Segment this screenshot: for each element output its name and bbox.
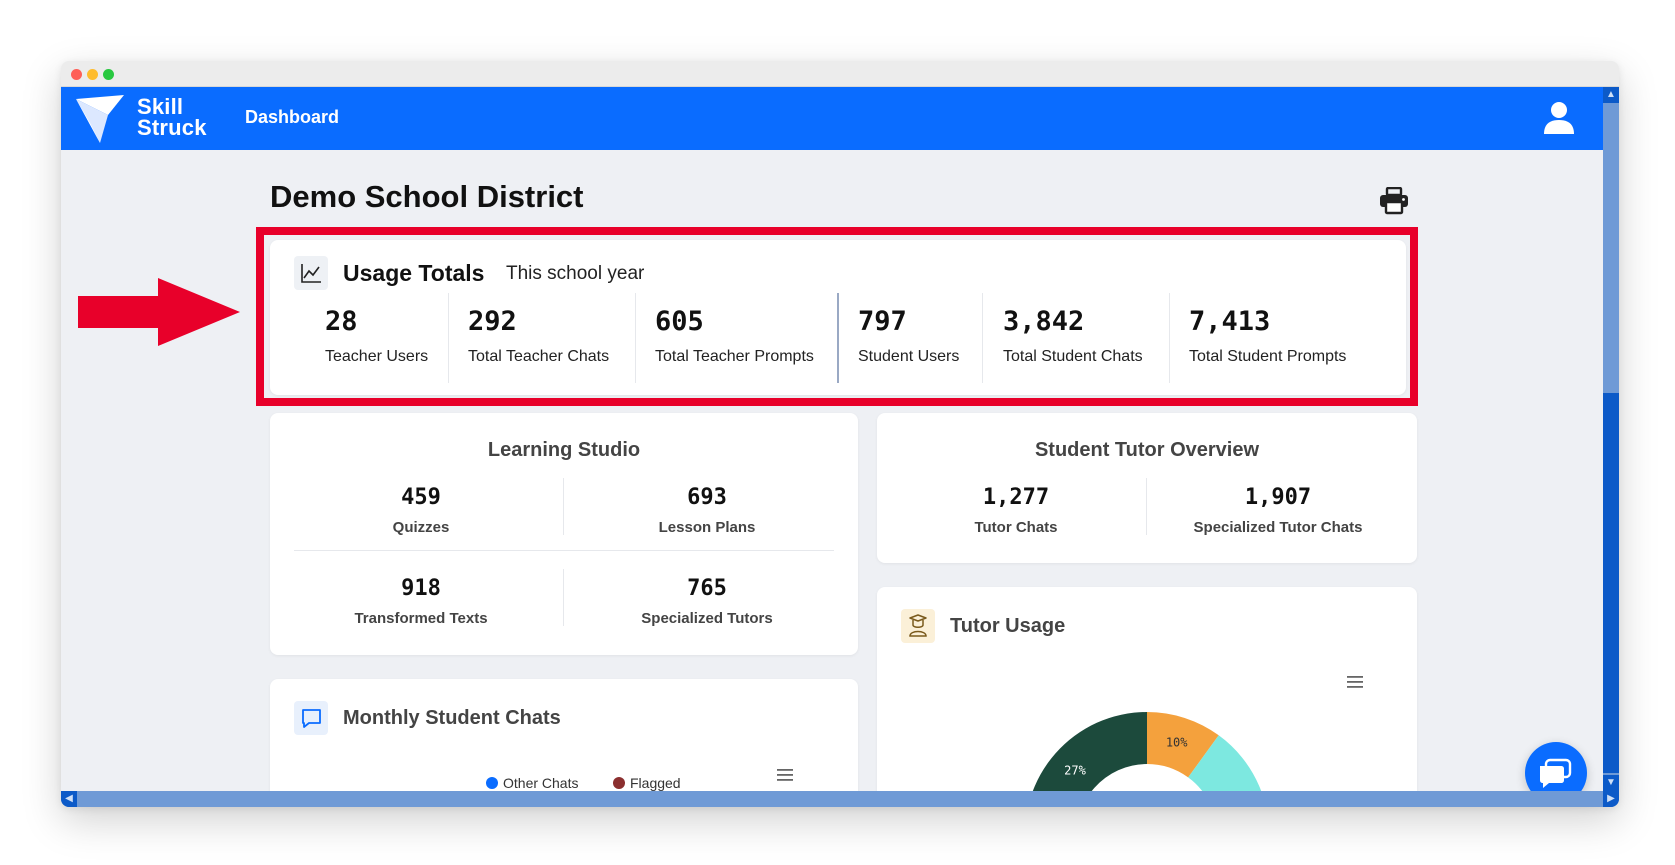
brand-name[interactable]: Skill Struck bbox=[137, 94, 207, 140]
stat-label: Transformed Texts bbox=[354, 610, 488, 627]
legend-dot-icon bbox=[613, 777, 625, 789]
tutor-usage-title: Tutor Usage bbox=[950, 615, 1066, 637]
annotation-arrow-icon bbox=[78, 278, 240, 346]
legend-flagged[interactable]: Flagged bbox=[613, 775, 681, 791]
chat-widget-icon bbox=[1540, 758, 1572, 788]
monthly-student-chats-title: Monthly Student Chats bbox=[343, 707, 561, 729]
stat-value: 918 bbox=[401, 576, 441, 601]
donut-slice-label: 17% bbox=[1224, 789, 1246, 791]
metric-divider bbox=[982, 293, 983, 383]
vertical-scrollbar-thumb[interactable] bbox=[1603, 393, 1619, 773]
learning-studio-card: Learning Studio 459 Quizzes 693 Lesson P… bbox=[270, 413, 858, 655]
brand-line-2: Struck bbox=[137, 115, 207, 140]
stat-lesson-plans: 693 Lesson Plans bbox=[580, 485, 834, 536]
minimize-window-button[interactable] bbox=[87, 69, 98, 80]
window-titlebar bbox=[61, 61, 1619, 87]
scroll-down-arrow-icon[interactable]: ▼ bbox=[1603, 775, 1619, 791]
chat-bubble-icon bbox=[302, 709, 321, 728]
stat-quizzes: 459 Quizzes bbox=[294, 485, 548, 536]
stat-specialized-tutors: 765 Specialized Tutors bbox=[580, 576, 834, 627]
metric-value: 28 bbox=[325, 306, 358, 337]
skill-struck-logo-icon[interactable] bbox=[74, 93, 126, 145]
metric-value: 292 bbox=[468, 306, 517, 337]
stat-label: Quizzes bbox=[392, 519, 450, 536]
stat-divider bbox=[1146, 478, 1147, 535]
chart-menu-icon[interactable] bbox=[1346, 675, 1364, 689]
stat-value: 1,277 bbox=[982, 485, 1050, 510]
metric-divider bbox=[635, 293, 636, 383]
stat-transformed-texts: 918 Transformed Texts bbox=[294, 576, 548, 627]
stat-value: 693 bbox=[687, 485, 727, 510]
chat-icon-box bbox=[294, 701, 328, 735]
stat-value: 459 bbox=[401, 485, 441, 510]
nav-dashboard-link[interactable]: Dashboard bbox=[245, 107, 340, 127]
metric-value: 605 bbox=[655, 306, 704, 337]
tutor-usage-donut-chart: 10% 17% 27% bbox=[1025, 712, 1269, 791]
stat-divider bbox=[563, 478, 564, 535]
stat-label: Specialized Tutors bbox=[641, 610, 773, 627]
learning-studio-title: Learning Studio bbox=[487, 439, 641, 461]
brand-line-1: Skill bbox=[137, 94, 184, 119]
tutor-icon bbox=[909, 614, 927, 637]
print-icon[interactable] bbox=[1379, 187, 1409, 215]
usage-totals-card: Usage Totals This school year 28 Teacher… bbox=[270, 240, 1406, 395]
vertical-scrollbar[interactable]: ▲ ▼ bbox=[1603, 87, 1619, 791]
slice-10-percent[interactable] bbox=[1147, 712, 1219, 778]
legend-other-chats[interactable]: Other Chats bbox=[486, 775, 578, 791]
metric-value: 797 bbox=[858, 306, 907, 337]
stat-value: 1,907 bbox=[1244, 485, 1312, 510]
stat-row-divider bbox=[294, 550, 834, 551]
stat-label: Specialized Tutor Chats bbox=[1193, 519, 1363, 536]
top-navigation-bar: Skill Struck Dashboard bbox=[61, 87, 1603, 150]
stat-label: Lesson Plans bbox=[658, 519, 756, 536]
usage-chart-icon-box bbox=[294, 256, 328, 290]
metric-label: Teacher Users bbox=[325, 348, 429, 365]
monthly-student-chats-card: Monthly Student Chats Other Chats Flagge… bbox=[270, 679, 858, 791]
metric-label: Total Teacher Chats bbox=[468, 348, 610, 365]
chart-menu-icon[interactable] bbox=[776, 768, 794, 782]
browser-window: Skill Struck Dashboard Demo School Distr… bbox=[61, 61, 1619, 807]
stat-label: Tutor Chats bbox=[974, 519, 1058, 536]
donut-slice-label: 10% bbox=[1166, 736, 1188, 750]
stat-tutor-chats: 1,277 Tutor Chats bbox=[897, 485, 1135, 536]
tutor-icon-box bbox=[901, 609, 935, 643]
metric-label: Student Users bbox=[858, 348, 960, 365]
slice-17-percent[interactable] bbox=[1188, 735, 1269, 791]
metric-value: 3,842 bbox=[1003, 306, 1085, 337]
stat-divider bbox=[563, 569, 564, 626]
metric-divider bbox=[448, 293, 449, 383]
scroll-left-arrow-icon[interactable]: ◀ bbox=[61, 791, 77, 807]
scroll-right-arrow-icon[interactable]: ▶ bbox=[1603, 791, 1619, 807]
metric-label: Total Student Chats bbox=[1003, 348, 1143, 365]
close-window-button[interactable] bbox=[71, 69, 82, 80]
slice-27-percent[interactable] bbox=[1025, 712, 1147, 791]
student-tutor-overview-title: Student Tutor Overview bbox=[1034, 439, 1260, 461]
legend-label: Other Chats bbox=[503, 775, 579, 791]
support-chat-button[interactable] bbox=[1525, 742, 1587, 791]
teacher-student-divider bbox=[837, 293, 839, 383]
legend-label: Flagged bbox=[630, 775, 681, 791]
metric-value: 7,413 bbox=[1189, 306, 1271, 337]
user-account-icon[interactable] bbox=[1543, 101, 1575, 135]
legend-dot-icon bbox=[486, 777, 498, 789]
metric-label: Total Teacher Prompts bbox=[655, 348, 814, 365]
metric-divider bbox=[1169, 293, 1170, 383]
line-chart-icon bbox=[301, 264, 321, 283]
tutor-usage-card: Tutor Usage 10% 17% 27% bbox=[877, 587, 1417, 791]
horizontal-scrollbar[interactable]: ◀ ▶ bbox=[61, 791, 1619, 807]
stat-value: 765 bbox=[687, 576, 727, 601]
page-viewport: Skill Struck Dashboard Demo School Distr… bbox=[61, 87, 1603, 791]
metric-label: Total Student Prompts bbox=[1189, 348, 1347, 365]
page-title: Demo School District bbox=[270, 179, 584, 214]
donut-slice-label: 27% bbox=[1064, 764, 1086, 778]
student-tutor-overview-card: Student Tutor Overview 1,277 Tutor Chats… bbox=[877, 413, 1417, 563]
usage-totals-title: Usage Totals bbox=[343, 260, 485, 286]
usage-totals-subtitle: This school year bbox=[506, 263, 645, 284]
scroll-up-arrow-icon[interactable]: ▲ bbox=[1603, 87, 1619, 103]
zoom-window-button[interactable] bbox=[103, 69, 114, 80]
stat-specialized-tutor-chats: 1,907 Specialized Tutor Chats bbox=[1159, 485, 1397, 536]
